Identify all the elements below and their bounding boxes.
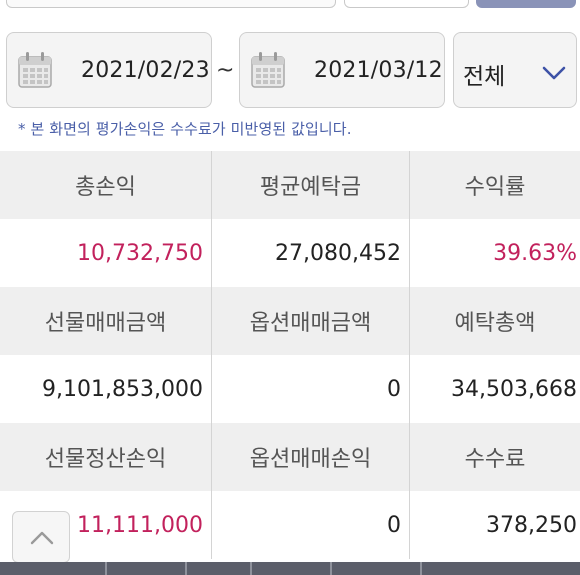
- profit-summary-table: 총손익 평균예탁금 수익률 10,732,750 27,080,452 39.6…: [0, 151, 580, 559]
- return-rate-value: 39.63%: [409, 219, 580, 287]
- bottom-tab-bar-partial: [0, 562, 580, 575]
- start-date-value: 2021/02/23: [81, 57, 210, 83]
- end-date-value: 2021/03/12: [314, 57, 443, 83]
- table-header-row: 총손익 평균예탁금 수익률: [0, 151, 580, 219]
- top-toolbar-partial: [0, 0, 580, 14]
- query-button-partial[interactable]: [476, 0, 576, 8]
- options-trade-pnl-value: 0: [211, 491, 409, 559]
- tab-divider: [185, 562, 187, 575]
- date-range-separator: ~: [216, 58, 235, 83]
- chevron-up-icon: [30, 531, 54, 545]
- date-filter-row: 2021/02/23 ~ 2021/03/12 전체: [0, 28, 580, 110]
- account-field-partial[interactable]: [6, 0, 336, 8]
- start-date-picker[interactable]: 2021/02/23: [6, 32, 212, 108]
- table-header-row: 선물정산손익 옵션매매손익 수수료: [0, 423, 580, 491]
- category-select-value: 전체: [463, 64, 506, 90]
- header-futures-trade-amount: 선물매매금액: [44, 311, 167, 336]
- end-date-picker[interactable]: 2021/03/12: [239, 32, 445, 108]
- commission-value: 378,250: [409, 491, 580, 559]
- table-row: 11,111,000 0 378,250: [0, 491, 580, 559]
- tab-divider: [330, 562, 332, 575]
- futures-settlement-pnl-value: 11,111,000: [77, 512, 203, 538]
- calendar-icon: [251, 52, 285, 88]
- header-futures-settlement-pnl: 선물정산손익: [44, 447, 167, 472]
- table-row: 10,732,750 27,080,452 39.63%: [0, 219, 580, 287]
- tab-divider: [105, 562, 107, 575]
- options-trade-amount-value: 0: [211, 355, 409, 423]
- total-pnl-value: 10,732,750: [77, 240, 203, 266]
- scroll-to-top-button[interactable]: [12, 511, 70, 563]
- tab-divider: [250, 562, 252, 575]
- tab-divider: [420, 562, 422, 575]
- category-select[interactable]: 전체: [453, 32, 577, 108]
- futures-trade-amount-value: 9,101,853,000: [42, 376, 203, 402]
- total-deposit-value: 34,503,668: [409, 355, 580, 423]
- header-avg-deposit: 평균예탁금: [211, 151, 409, 219]
- avg-deposit-value: 27,080,452: [211, 219, 409, 287]
- fee-notice: * 본 화면의 평가손익은 수수료가 미반영된 값입니다.: [18, 120, 352, 138]
- table-row: 9,101,853,000 0 34,503,668: [0, 355, 580, 423]
- header-return-rate: 수익률: [409, 151, 580, 219]
- password-field-partial[interactable]: [344, 0, 469, 8]
- chevron-down-icon: [542, 66, 566, 80]
- calendar-icon: [18, 52, 52, 88]
- header-total-pnl: 총손익: [75, 175, 136, 200]
- table-header-row: 선물매매금액 옵션매매금액 예탁총액: [0, 287, 580, 355]
- header-options-trade-amount: 옵션매매금액: [211, 287, 409, 355]
- header-total-deposit: 예탁총액: [409, 287, 580, 355]
- header-options-trade-pnl: 옵션매매손익: [211, 423, 409, 491]
- header-commission: 수수료: [409, 423, 580, 491]
